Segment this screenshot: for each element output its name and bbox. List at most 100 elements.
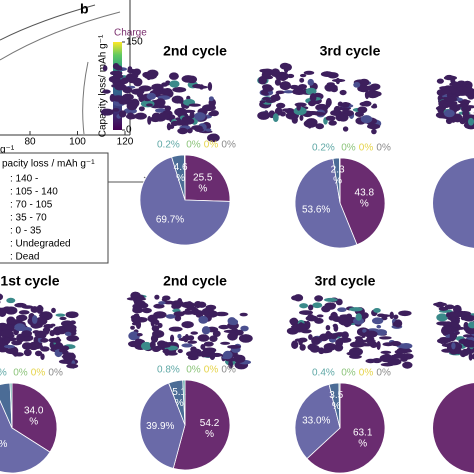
particle [127, 66, 133, 73]
colorbar-tick-label: 150 [126, 37, 143, 48]
pie-slice [184, 154, 186, 201]
slice-label-top: 0% [359, 143, 374, 154]
particle [147, 314, 158, 323]
particle [357, 106, 368, 114]
particle [165, 80, 171, 86]
particle-map [0, 293, 80, 369]
slice-label-top: 0% [31, 368, 46, 379]
particle [270, 68, 281, 77]
particle [186, 350, 198, 357]
particle [126, 102, 138, 111]
particle [443, 337, 452, 343]
particle [21, 330, 32, 337]
particle [0, 336, 4, 346]
particle [114, 65, 123, 71]
particle [261, 71, 270, 79]
particle [111, 95, 125, 102]
particle [374, 329, 388, 336]
particle-map [126, 291, 253, 370]
particle [299, 114, 304, 121]
particle [16, 314, 28, 322]
particle [120, 77, 129, 85]
particle [389, 311, 394, 320]
particle [49, 341, 54, 349]
particle [307, 78, 314, 86]
particle [456, 326, 465, 330]
particle [341, 101, 350, 108]
particle [6, 297, 16, 304]
particle [212, 330, 221, 337]
particle [134, 112, 147, 120]
particle [296, 322, 308, 330]
particle [355, 337, 364, 346]
particle [238, 334, 253, 343]
particle-map [435, 74, 474, 130]
legend-box [0, 152, 109, 264]
particle [382, 342, 395, 347]
particle [0, 308, 7, 317]
particle [102, 89, 111, 94]
particle [227, 332, 238, 341]
particle [382, 353, 392, 359]
particle [449, 320, 459, 328]
slice-label-top: 0% [186, 365, 201, 376]
particle [131, 316, 139, 323]
particle [451, 101, 458, 106]
particle [140, 341, 152, 351]
x-tick-label: 80 [24, 137, 36, 148]
particle [299, 310, 313, 315]
particle [346, 351, 361, 356]
particle [174, 107, 188, 117]
slice-label-top: 0% [341, 368, 356, 379]
particle [228, 360, 233, 369]
particle [205, 128, 212, 132]
particle [0, 329, 14, 339]
slice-label-top: 0% [204, 365, 219, 376]
particle [308, 334, 313, 340]
particle [43, 323, 54, 329]
particle [181, 343, 193, 348]
slice-label: 5.1% [172, 387, 186, 409]
particle [376, 324, 382, 329]
pie-slice [0, 399, 51, 474]
particle [174, 119, 186, 126]
legend-item: : 105 - 140 [10, 187, 58, 198]
particle [5, 348, 18, 355]
slice-label: 39.9% [146, 421, 174, 432]
particle [130, 291, 140, 299]
x-tick-label: 120 [117, 137, 134, 148]
particle [181, 310, 195, 315]
panel-title: Charge [114, 28, 147, 39]
particle [443, 326, 452, 333]
particle [325, 115, 336, 121]
particle [35, 316, 48, 326]
particle [325, 325, 331, 331]
particle [373, 308, 381, 313]
particle [187, 340, 198, 344]
particle [360, 115, 373, 124]
slice-label: 2.3% [331, 164, 345, 186]
particle [168, 72, 179, 80]
slice-label-top: 0% [221, 140, 236, 151]
particle [169, 80, 180, 88]
particle [272, 113, 279, 123]
particle [3, 344, 16, 349]
particle [257, 111, 270, 120]
particle [462, 334, 473, 338]
particle [325, 99, 331, 108]
particle [468, 330, 474, 335]
colorbar-label: Capacity loss/ mAh g⁻¹ [98, 34, 109, 137]
particle [177, 333, 182, 339]
particle [452, 104, 467, 108]
slice-label-top: 0% [341, 143, 356, 154]
particle [334, 343, 344, 352]
particle [394, 349, 407, 355]
particle [203, 341, 214, 347]
particle [314, 295, 324, 302]
particle [465, 84, 472, 88]
particle [365, 358, 376, 364]
particle [214, 311, 229, 317]
particle [65, 311, 79, 319]
particle [299, 77, 305, 83]
